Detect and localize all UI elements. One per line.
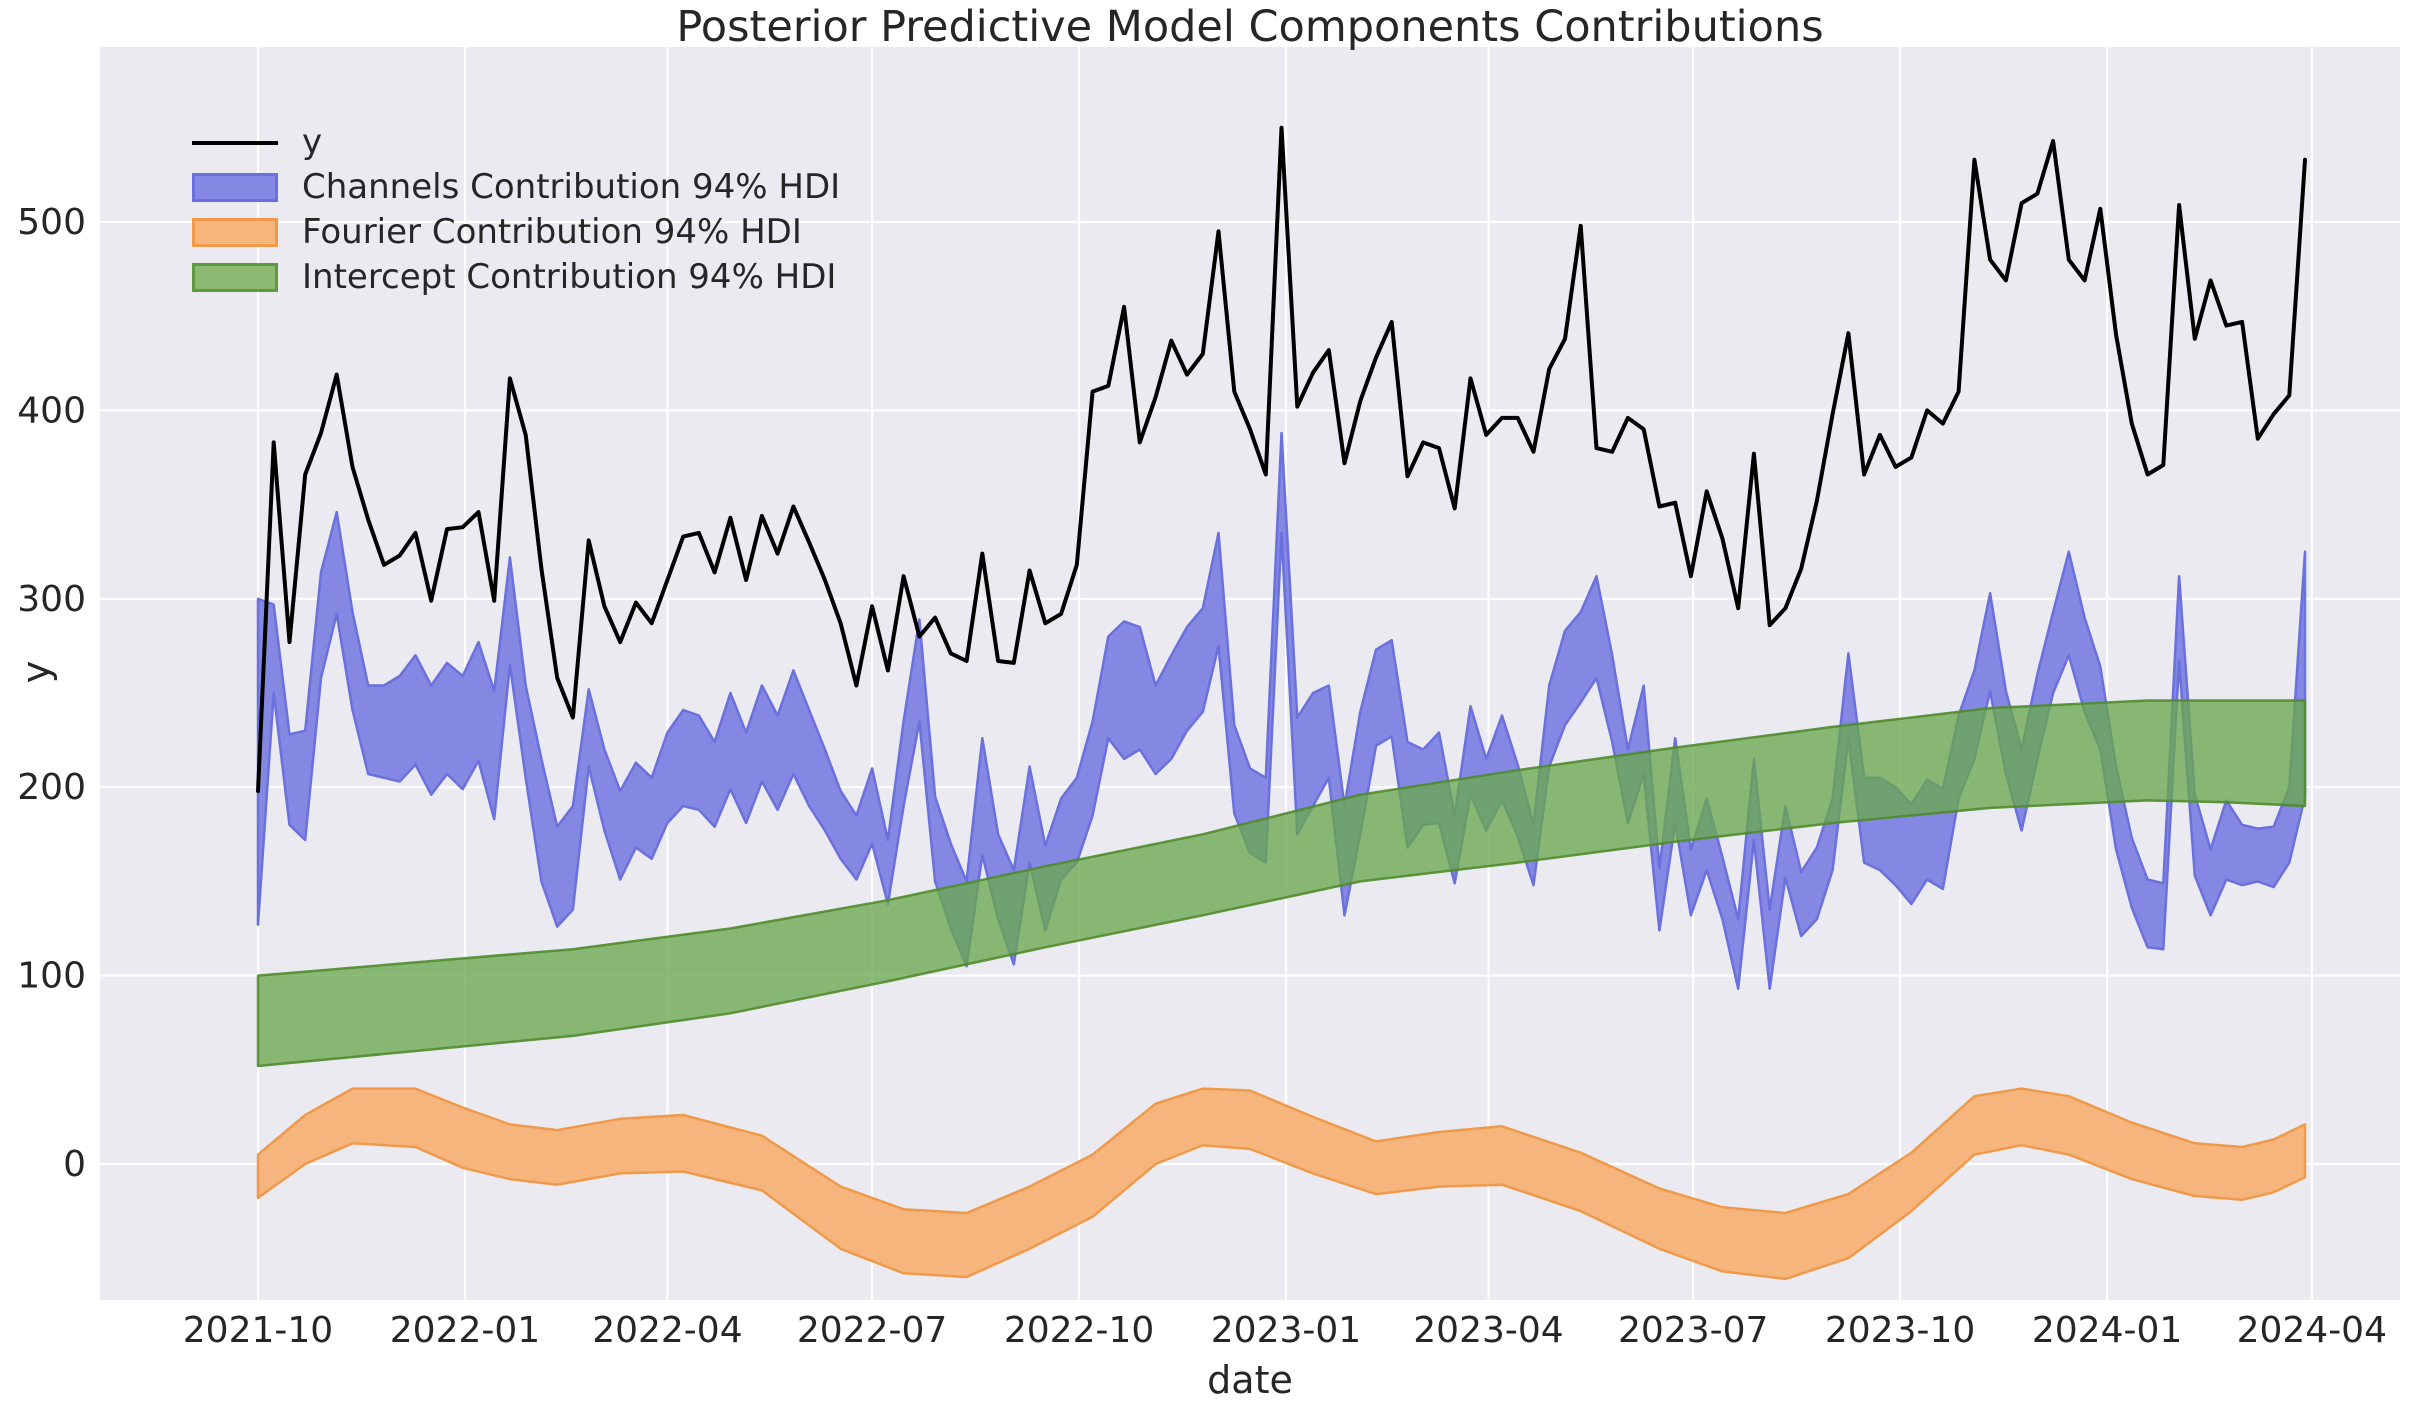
y-tick-label: 200 (17, 767, 86, 808)
legend-label: y (302, 122, 323, 162)
y-tick-label: 400 (17, 390, 86, 431)
x-tick-label: 2022-07 (797, 1310, 947, 1351)
intercept-band-swatch-icon (192, 263, 278, 292)
legend-item-y: y (192, 120, 840, 165)
y-line (256, 125, 2307, 793)
x-tick-label: 2023-01 (1211, 1310, 1361, 1351)
legend-item-intercept: Intercept Contribution 94% HDI (192, 255, 840, 300)
legend-label: Fourier Contribution 94% HDI (302, 212, 802, 252)
legend: y Channels Contribution 94% HDI Fourier … (192, 120, 840, 300)
x-tick-label: 2022-04 (592, 1310, 742, 1351)
y-tick-label: 100 (17, 956, 86, 997)
x-tick-label: 2023-10 (1825, 1310, 1975, 1351)
y-axis-label: y (14, 660, 58, 684)
y-tick-label: 0 (63, 1144, 86, 1185)
x-tick-label: 2022-10 (1004, 1310, 1154, 1351)
x-tick-label: 2023-07 (1618, 1310, 1768, 1351)
channels-band-swatch-icon (192, 173, 278, 202)
intercept-band (256, 699, 2307, 1068)
legend-item-fourier: Fourier Contribution 94% HDI (192, 210, 840, 255)
x-tick-label: 2024-04 (2237, 1310, 2387, 1351)
y-tick-label: 300 (17, 579, 86, 620)
legend-label: Intercept Contribution 94% HDI (302, 257, 837, 297)
x-tick-label: 2024-01 (2032, 1310, 2182, 1351)
y-line-swatch-icon (192, 140, 278, 145)
x-tick-label: 2022-01 (390, 1310, 540, 1351)
legend-label: Channels Contribution 94% HDI (302, 167, 841, 207)
x-tick-label: 2023-04 (1413, 1310, 1563, 1351)
x-axis-label: date (1207, 1358, 1293, 1402)
legend-item-channels: Channels Contribution 94% HDI (192, 165, 840, 210)
y-tick-label: 500 (17, 202, 86, 243)
chart-title: Posterior Predictive Model Components Co… (676, 2, 1824, 52)
x-tick-label: 2021-10 (183, 1310, 333, 1351)
fourier-band (256, 1087, 2307, 1281)
fourier-band-swatch-icon (192, 218, 278, 247)
